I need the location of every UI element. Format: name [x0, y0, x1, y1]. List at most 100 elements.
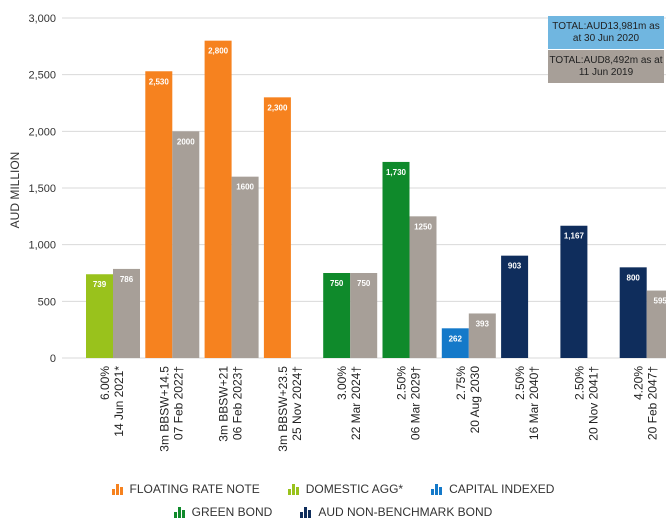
bar-2019-value-label: 1250: [414, 222, 432, 231]
x-tick-label-group: 3m BBSW+14.5 07 Feb 2022†: [157, 366, 185, 452]
bar-2020-value-label: 750: [330, 279, 344, 288]
legend-icon-bar: [291, 483, 295, 495]
legend-icon-bar: [181, 509, 185, 518]
y-axis-title: AUD MILLION: [8, 152, 22, 229]
capital-legend-icon: [431, 483, 443, 495]
bar-2019: [468, 313, 496, 358]
domestic-legend-icon: [287, 483, 299, 495]
y-tick-label: 0: [50, 353, 56, 365]
x-tick-label-group: 6.00% 14 Jun 2021*: [98, 366, 126, 437]
x-tick-label-group: 3m BBSW+23.5 25 Nov 2024†: [276, 366, 304, 452]
y-tick-label: 2,500: [28, 70, 56, 82]
legend-label: AUD NON-BENCHMARK BOND: [318, 505, 493, 519]
bar-2019-value-label: 595: [654, 297, 666, 306]
bar-2019-value-label: 393: [476, 319, 490, 328]
legend-label: CAPITAL INDEXED: [449, 482, 555, 496]
legend-icon-bar: [295, 486, 299, 495]
y-tick-label: 3,000: [28, 13, 56, 25]
legend-icon-bar: [173, 511, 177, 518]
legend-item-domestic-agg: DOMESTIC AGG*: [287, 482, 404, 496]
x-tick-label-group: 2.50% 20 Nov 2041†: [572, 366, 600, 441]
x-tick-label-line1: 3.00%: [335, 366, 349, 400]
legend-icon-bar: [115, 483, 119, 495]
nonbench-legend-icon: [300, 506, 312, 518]
bar-2020: [86, 274, 113, 358]
bar-2020-value-label: 739: [93, 280, 107, 289]
legend-icon-bar: [435, 483, 439, 495]
x-tick-label-line2: 07 Feb 2022†: [171, 366, 185, 440]
bar-2020-value-label: 2,530: [149, 77, 170, 86]
x-tick-label-line2: 14 Jun 2021*: [112, 366, 126, 437]
x-tick-label-line2: 06 Feb 2023†: [231, 366, 245, 440]
x-tick-label-line1: 4.20%: [632, 366, 646, 400]
legend-icon-bar: [431, 488, 435, 495]
legend-row-2: GREEN BOND AUD NON-BENCHMARK BOND: [0, 505, 666, 519]
legend-icon-bar: [308, 509, 312, 518]
x-tick-label-group: 4.20% 20 Feb 2047†: [632, 366, 660, 440]
x-tick-label-line1: 2.50%: [395, 366, 409, 400]
legend-icon-bar: [304, 506, 308, 518]
legend-label: FLOATING RATE NOTE: [129, 482, 260, 496]
legend-icon-bar: [119, 486, 123, 495]
bar-2020-value-label: 1,730: [386, 168, 407, 177]
legend-icon-bar: [287, 488, 291, 495]
bar-2019-value-label: 2000: [177, 137, 195, 146]
bar-2019: [172, 131, 200, 358]
legend-item-green-bond: GREEN BOND: [173, 505, 273, 519]
y-tick-label: 500: [38, 296, 56, 308]
label-layer: 0 500 1,000 1,500 2,000 2,500 3,000 739 786 6.00%…: [28, 13, 666, 452]
x-tick-label-line2: 25 Nov 2024†: [290, 366, 304, 441]
bar-2020: [560, 225, 588, 358]
bar-2019: [231, 176, 259, 358]
bar-2019: [350, 273, 378, 358]
legend-item-aud-non-benchmark-bond: AUD NON-BENCHMARK BOND: [300, 505, 492, 519]
bar-2019-value-label: 1600: [236, 183, 254, 192]
bar-2019-value-label: 786: [120, 275, 134, 284]
bar-2020-value-label: 903: [508, 262, 522, 271]
bar-2020-value-label: 800: [627, 273, 641, 282]
bar-2020-value-label: 262: [449, 334, 463, 343]
x-tick-label-line1: 2.50%: [572, 366, 586, 400]
legend-icon-bar: [300, 511, 304, 518]
bar-2019: [409, 216, 437, 358]
bar-2020: [204, 40, 232, 359]
legend-icon-bar: [439, 486, 443, 495]
x-tick-label-line1: 3m BBSW+21: [217, 366, 231, 442]
bar-2020: [323, 273, 351, 358]
x-tick-label-line1: 3m BBSW+23.5: [276, 366, 290, 452]
y-tick-label: 1,000: [28, 240, 56, 252]
x-tick-label-line1: 2.50%: [513, 366, 527, 400]
y-tick-label: 2,000: [28, 126, 56, 138]
bar-2020-value-label: 1,167: [564, 232, 585, 241]
bar-2019: [646, 290, 666, 358]
total-prior-text: TOTAL:AUD8,492m as at 11 Jun 2019: [549, 54, 663, 78]
legend-label: GREEN BOND: [191, 505, 273, 519]
total-current-text: TOTAL:AUD13,981m as at 30 Jun 2020: [552, 20, 660, 44]
x-tick-label-group: 2.50% 16 Mar 2040†: [513, 366, 541, 440]
bar-2020: [382, 161, 410, 358]
legend-icon-bar: [177, 506, 181, 518]
x-tick-label-line2: 22 Mar 2024†: [349, 366, 363, 440]
x-tick-label-line2: 16 Mar 2040†: [527, 366, 541, 440]
x-tick-label-line1: 6.00%: [98, 366, 112, 400]
bar-2020: [145, 71, 173, 359]
y-tick-label: 1,500: [28, 183, 56, 195]
legend-label: DOMESTIC AGG*: [305, 482, 404, 496]
x-tick-label-group: 3m BBSW+21 06 Feb 2023†: [217, 366, 245, 442]
x-tick-label-group: 2.75% 20 Aug 2030: [454, 366, 482, 434]
total-current-box: TOTAL:AUD13,981m as at 30 Jun 2020: [548, 16, 664, 49]
x-tick-label-line1: 3m BBSW+14.5: [157, 366, 171, 452]
x-tick-label-line2: 20 Aug 2030: [468, 366, 482, 434]
green-legend-icon: [173, 506, 185, 518]
x-tick-label-group: 2.50% 06 Mar 2029†: [395, 366, 423, 440]
x-tick-label-group: 3.00% 22 Mar 2024†: [335, 366, 363, 440]
legend-icon-bar: [111, 488, 115, 495]
x-tick-label-line2: 20 Nov 2041†: [586, 366, 600, 441]
bar-2020: [501, 255, 529, 358]
total-prior-box: TOTAL:AUD8,492m as at 11 Jun 2019: [548, 50, 664, 83]
bar-2019: [113, 268, 140, 358]
bar-layer: [86, 40, 666, 359]
bar-2020-value-label: 2,300: [267, 103, 288, 112]
